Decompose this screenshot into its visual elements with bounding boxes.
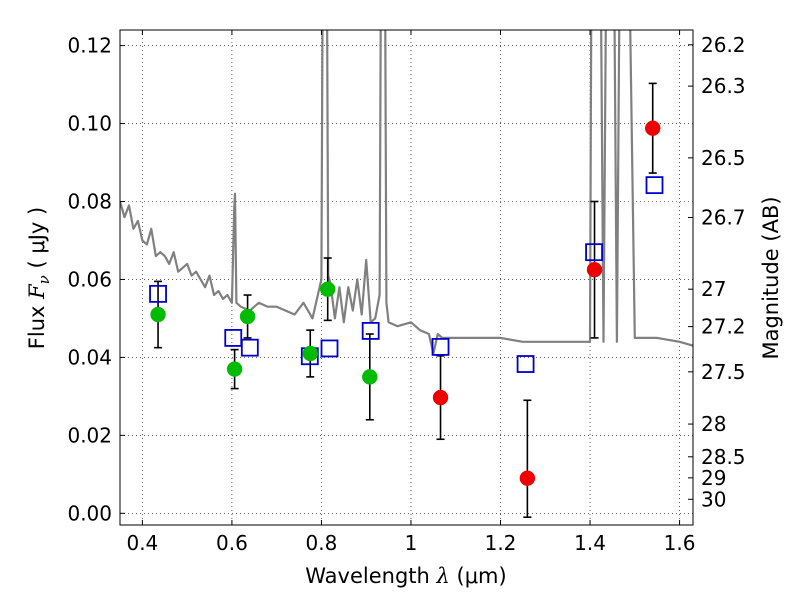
y2-tick-label: 27 — [701, 277, 726, 301]
model-photometry-square — [585, 243, 603, 262]
y-tick-label: 0.06 — [67, 267, 112, 291]
observed-point — [519, 470, 536, 486]
y-tick-label: 0.04 — [67, 345, 112, 369]
observed-point — [362, 369, 378, 385]
model-photometry-square — [224, 329, 243, 347]
y2-axis-label: Magnitude (AB) — [759, 196, 783, 359]
grid-lines — [120, 30, 693, 525]
model-photometry-square — [240, 338, 259, 357]
y-axis-label: Flux Fν ( μJy ) — [25, 207, 53, 349]
y-tick-label: 0.02 — [67, 423, 112, 447]
plot-area — [120, 30, 693, 519]
model-photometry-square — [149, 284, 167, 303]
x-tick-label: 1.6 — [664, 531, 696, 555]
observed-point — [302, 345, 319, 362]
axis-ticks: 0.4 0.6 0.8 1 1.2 1.4 1.6 0.00 0.02 0.04 0.06 0.08 0… — [67, 30, 746, 555]
y2-tick-label: 26.3 — [701, 74, 746, 98]
y2-tick-label: 27.2 — [701, 315, 746, 339]
y2-tick-label: 29 — [701, 466, 726, 490]
x-axis-label: Wavelength λ (μm) — [305, 564, 506, 588]
observed-point — [150, 306, 166, 323]
model-photometry-square — [320, 339, 339, 358]
x-tick-label: 0.6 — [216, 531, 248, 555]
model-photometry-square — [516, 355, 535, 373]
y2-tick-label: 26.2 — [701, 33, 746, 57]
y2-tick-label: 26.7 — [701, 205, 746, 229]
y2-tick-label: 26.5 — [701, 146, 746, 170]
model-photometry-square — [361, 321, 380, 340]
observed-point — [586, 261, 603, 278]
y-tick-label: 0.08 — [67, 189, 112, 213]
x-tick-label: 1.4 — [574, 531, 606, 555]
y-tick-label: 0.12 — [67, 34, 112, 58]
model-spectrum-line — [120, 30, 693, 355]
y-tick-label: 0.10 — [67, 112, 112, 136]
y2-tick-label: 30 — [701, 487, 726, 511]
y-tick-label: 0.00 — [67, 501, 112, 525]
model-photometry-square — [645, 176, 664, 195]
x-tick-label: 0.4 — [126, 531, 158, 555]
observed-point — [319, 281, 336, 297]
observed-point — [239, 308, 256, 325]
observed-point — [432, 389, 449, 406]
x-tick-label: 1.2 — [485, 531, 517, 555]
x-tick-label: 1 — [405, 531, 418, 555]
y2-tick-label: 28.5 — [701, 445, 746, 469]
y2-tick-label: 27.5 — [701, 360, 746, 384]
x-tick-label: 0.8 — [306, 531, 338, 555]
plot-frame — [119, 29, 694, 526]
model-photometry-square — [431, 337, 450, 356]
observed-point — [226, 361, 243, 377]
observed-point — [644, 120, 661, 136]
y2-tick-label: 28 — [701, 412, 726, 436]
